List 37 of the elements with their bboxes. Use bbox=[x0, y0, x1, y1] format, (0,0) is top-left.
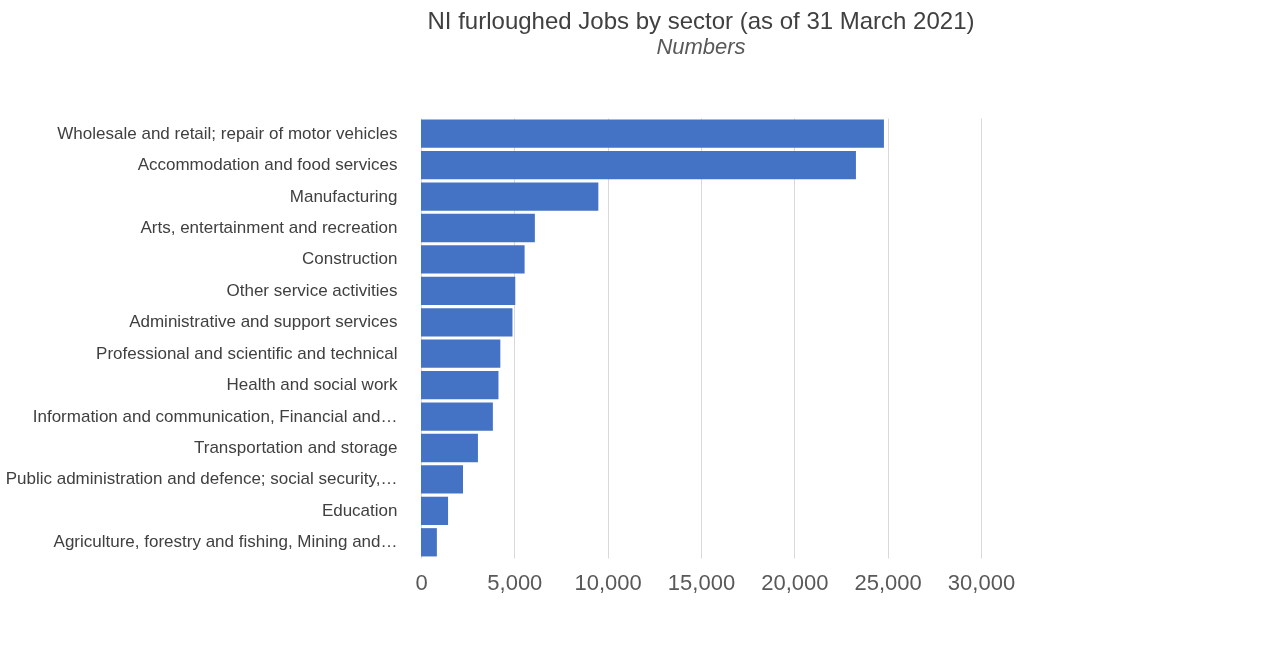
bar bbox=[421, 308, 513, 337]
bar bbox=[421, 496, 449, 525]
x-tick-label: 5,000 bbox=[487, 569, 543, 595]
y-tick-label: Other service activities bbox=[226, 280, 398, 300]
x-tick-label: 15,000 bbox=[667, 569, 736, 595]
y-tick-label: Health and social work bbox=[226, 375, 398, 395]
x-tick-label: 25,000 bbox=[854, 569, 922, 595]
y-tick-label: Professional and scientific and technical bbox=[96, 343, 398, 363]
x-tick-label: 20,000 bbox=[761, 569, 829, 595]
y-tick-label: Agriculture, forestry and fishing, Mining and… bbox=[53, 532, 398, 552]
bar bbox=[421, 213, 535, 243]
y-tick-label: Transportation and storage bbox=[194, 438, 398, 457]
y-tick-label: Public administration and defence; social security,… bbox=[5, 469, 398, 489]
bar bbox=[421, 182, 599, 211]
y-tick-label: Education bbox=[321, 500, 398, 520]
y-tick-label: Manufacturing bbox=[289, 186, 398, 206]
y-tick-label: Administrative and support services bbox=[129, 312, 398, 332]
y-tick-label: Accommodation and food services bbox=[137, 155, 398, 175]
bar bbox=[421, 465, 463, 494]
bar bbox=[421, 151, 856, 180]
bar bbox=[421, 119, 884, 148]
bar bbox=[421, 245, 525, 274]
x-tick-label: 30,000 bbox=[947, 569, 1016, 595]
x-tick-label: 10,000 bbox=[574, 569, 642, 595]
x-tick-label: 0 bbox=[415, 569, 428, 595]
bar bbox=[421, 528, 437, 557]
y-tick-label: Construction bbox=[302, 249, 398, 269]
chart-title: NI furloughed Jobs by sector (as of 31 March 2021) bbox=[427, 7, 975, 34]
y-tick-label: Wholesale and retail; repair of motor vehicles bbox=[57, 123, 398, 143]
y-tick-label: Information and communication, Financial and… bbox=[32, 406, 398, 426]
bar bbox=[421, 433, 478, 463]
chart-subtitle: Numbers bbox=[656, 34, 746, 59]
bar bbox=[421, 276, 516, 305]
bar bbox=[421, 371, 499, 400]
bar bbox=[421, 339, 501, 368]
bar bbox=[421, 402, 493, 431]
y-tick-label: Arts, entertainment and recreation bbox=[140, 218, 398, 237]
